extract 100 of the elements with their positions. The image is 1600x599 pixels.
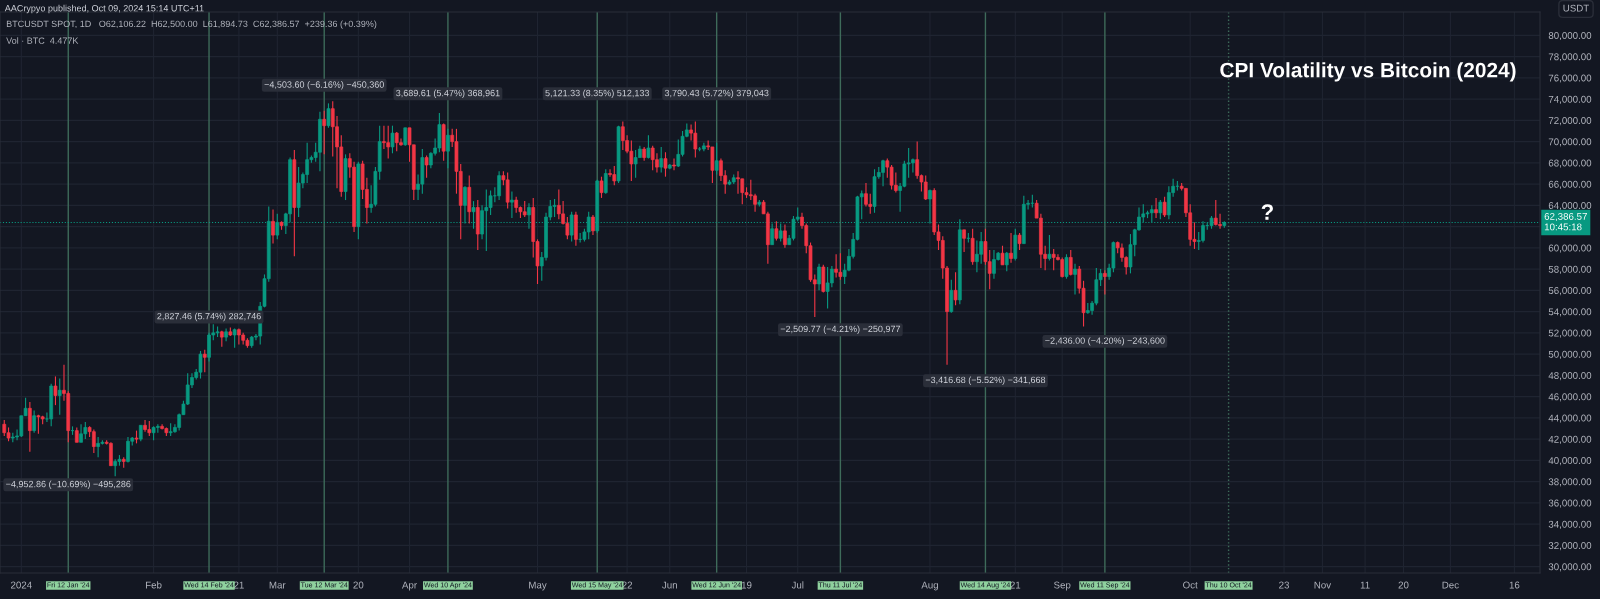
- x-tick-label: Jul: [791, 581, 804, 589]
- candlestick: [1162, 196, 1167, 218]
- candlestick: [1068, 249, 1073, 277]
- candlestick: [650, 145, 655, 171]
- candlestick: [962, 229, 966, 253]
- y-tick-label: 60,000.00: [1548, 244, 1592, 253]
- y-tick-label: 44,000.00: [1548, 414, 1592, 423]
- candlestick: [676, 138, 681, 168]
- candlestick: [32, 409, 36, 434]
- candlestick: [510, 190, 514, 219]
- candlestick: [1051, 248, 1056, 271]
- candlestick: [736, 170, 740, 195]
- y-tick-label: 30,000.00: [1548, 563, 1592, 572]
- candlestick: [953, 271, 958, 306]
- candlestick: [202, 349, 207, 373]
- y-tick-label: 70,000.00: [1548, 138, 1592, 147]
- x-tick-label: 20: [1398, 581, 1409, 589]
- candlestick: [28, 401, 32, 453]
- candlestick: [390, 125, 395, 154]
- x-tick-label: Aug: [921, 581, 938, 591]
- candlestick: [783, 223, 787, 249]
- annotation: −4,952.86 (−10.69%) −495,286: [6, 480, 131, 490]
- candlestick: [603, 168, 608, 195]
- annotation: −2,509.77 (−4.21%) −250,977: [780, 325, 901, 334]
- candlestick: [1064, 253, 1069, 280]
- x-tick-label: 2024: [11, 581, 32, 589]
- x-tick-label: Apr: [401, 581, 417, 591]
- candlestick: [928, 188, 932, 224]
- x-tick-label: Sep: [1054, 581, 1071, 591]
- candlestick: [1060, 256, 1065, 279]
- annotation: BTCUSDT SPOT, 1D O62,106.22 H62,500.00 L61,894.73 C62,386.57 +239.36 (+0.39%): [6, 20, 377, 29]
- candlestick: [437, 112, 442, 153]
- candlestick: [394, 131, 399, 152]
- annotation: 3,689.61 (5.47%) 368,961: [396, 89, 500, 98]
- y-tick-label: 32,000.00: [1548, 542, 1592, 551]
- candlestick: [79, 423, 83, 443]
- x-tick-label: Mar: [269, 581, 286, 589]
- candlestick: [1103, 269, 1107, 296]
- candlestick: [825, 266, 830, 309]
- candlestick: [923, 175, 928, 201]
- y-tick-label: 36,000.00: [1548, 499, 1592, 508]
- x-tick-label: Jun: [662, 581, 677, 589]
- candlestick: [672, 158, 676, 171]
- candlestick: [143, 419, 147, 433]
- x-tick-label: 20: [353, 581, 364, 589]
- annotation: 3,790.43 (5.72%) 379,043: [664, 89, 769, 98]
- candlestick: [424, 154, 429, 179]
- candlestick: [646, 134, 651, 160]
- y-tick-label: 72,000.00: [1548, 117, 1592, 126]
- annotation: Vol · BTC 4.477K: [6, 37, 79, 44]
- candlestick: [126, 436, 130, 464]
- candlestick: [565, 216, 570, 240]
- candlestick: [838, 252, 843, 281]
- candlestick: [817, 263, 821, 291]
- candlestick: [915, 141, 920, 180]
- candlestick: [992, 249, 996, 280]
- y-tick-label: 34,000.00: [1548, 520, 1592, 529]
- y-tick-label: 40,000.00: [1548, 457, 1592, 466]
- annotation: ?: [1261, 204, 1273, 220]
- candlestick: [608, 168, 612, 178]
- y-tick-label: 68,000.00: [1548, 159, 1592, 168]
- candlestick: [1009, 232, 1013, 264]
- candlestick: [1213, 199, 1218, 227]
- annotation: −4,503.60 (−6.16%) −450,360: [264, 81, 384, 90]
- y-tick-label: 80,000.00: [1548, 32, 1592, 41]
- candlestick: [659, 146, 664, 173]
- candlestick: [198, 350, 203, 380]
- candlestick: [753, 193, 757, 213]
- candlestick: [620, 120, 625, 151]
- candlestick: [1004, 251, 1009, 272]
- candlestick: [271, 209, 275, 245]
- candlestick: [237, 328, 241, 346]
- y-tick-label: 52,000.00: [1548, 329, 1592, 338]
- y-tick-label: 78,000.00: [1548, 53, 1592, 62]
- candlestick: [770, 222, 774, 246]
- y-tick-label: 54,000.00: [1548, 308, 1592, 317]
- candlestick: [57, 378, 62, 416]
- x-tick-label: Oct: [1183, 581, 1198, 589]
- y-tick-label: 58,000.00: [1548, 265, 1592, 274]
- candlestick: [446, 128, 450, 169]
- candlestick: [556, 188, 561, 220]
- annotation: 5,121.33 (8.35%) 512,133: [545, 89, 650, 98]
- candlestick: [382, 125, 386, 150]
- y-tick-label: 46,000.00: [1548, 393, 1592, 402]
- candlestick: [719, 158, 723, 182]
- candlestick: [386, 125, 391, 160]
- x-tick-label: 21: [1010, 581, 1021, 589]
- y-tick-label: 76,000.00: [1548, 74, 1592, 83]
- ref-line-label: 62,386.57 10:45:18: [1544, 213, 1587, 231]
- candlestick: [714, 142, 719, 176]
- candlestick: [1154, 197, 1158, 219]
- x-tick-label: Feb: [146, 581, 162, 589]
- candlestick: [881, 159, 885, 187]
- candlestick: [591, 214, 595, 236]
- candlestick: [1073, 263, 1077, 296]
- annotation: −2,436.00 (−4.20%) −243,600: [1045, 337, 1165, 346]
- candlestick: [970, 228, 975, 266]
- annotation: AACrypyo published, Oct 09, 2024 15:14 UTC+11: [4, 4, 204, 14]
- candlestick: [774, 220, 779, 241]
- candlestick: [693, 120, 698, 159]
